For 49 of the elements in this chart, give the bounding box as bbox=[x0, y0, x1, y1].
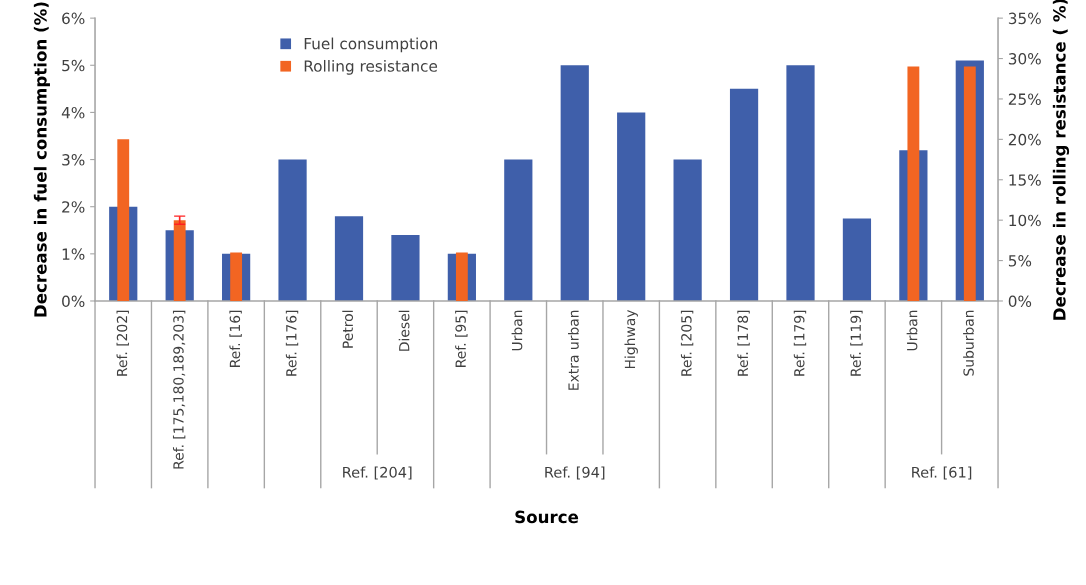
text: Ref. [94] bbox=[545, 466, 605, 480]
y2-tick-label: 10% bbox=[1009, 214, 1041, 227]
legend-label: Fuel consumption bbox=[304, 37, 438, 53]
text: Ref. [204] bbox=[343, 466, 412, 480]
legend-label: Rolling resistance bbox=[304, 59, 438, 75]
y2-tick-label: 20% bbox=[1008, 133, 1041, 146]
y2-axis-title: Decrease in rolling resistance ( %) bbox=[1052, 0, 1070, 320]
y-tick-label: 1% bbox=[62, 248, 85, 260]
y2-tick-label: 5% bbox=[1008, 255, 1032, 267]
y-tick-label: 5% bbox=[62, 59, 85, 72]
text: Ref. [61] bbox=[912, 466, 972, 480]
y-tick-label: 4% bbox=[61, 106, 85, 119]
x-tick-label: Highway bbox=[624, 309, 638, 369]
y2-tick-label: 0% bbox=[1008, 295, 1032, 307]
x-tick-label: Ref. [205] bbox=[680, 310, 694, 376]
x-axis-title: Source bbox=[515, 510, 579, 524]
x-tick-label: Urban bbox=[511, 310, 523, 351]
y-tick-label: 2% bbox=[62, 201, 85, 213]
x-tick-label: Ref. [16] bbox=[229, 310, 242, 367]
bar bbox=[391, 234, 420, 301]
y-tick-label: 0% bbox=[62, 295, 85, 307]
y-tick-label: 6% bbox=[62, 12, 85, 25]
x-tick-label: Ref. [175,180,189,203] bbox=[172, 310, 186, 469]
bar bbox=[278, 159, 307, 301]
x-tick-label: Ref. [202] bbox=[116, 310, 129, 376]
x-tick-label: Suburban bbox=[963, 310, 974, 376]
x-tick-label: Petrol bbox=[342, 310, 354, 348]
x-tick-label: Ref. [95] bbox=[455, 310, 468, 367]
bar bbox=[673, 159, 702, 301]
y2-tick-label: 25% bbox=[1008, 93, 1041, 105]
bar bbox=[842, 218, 872, 301]
y-tick-label: 3% bbox=[62, 154, 85, 166]
bar bbox=[786, 65, 815, 301]
bar bbox=[560, 65, 589, 301]
x-tick-label: Ref. [119] bbox=[850, 310, 863, 376]
bar bbox=[729, 88, 759, 301]
x-tick-label: Ref. [176] bbox=[285, 310, 299, 376]
x-tick-label: Diesel bbox=[398, 310, 410, 351]
x-tick-label: Ref. [179] bbox=[793, 310, 807, 376]
x-tick-label: Extra urban bbox=[568, 310, 579, 390]
bar bbox=[334, 216, 364, 301]
bar bbox=[617, 112, 646, 301]
bar bbox=[504, 159, 533, 301]
y2-tick-label: 35% bbox=[1008, 12, 1041, 25]
x-tick-label: Urban bbox=[906, 310, 918, 351]
y2-tick-label: 15% bbox=[1009, 174, 1041, 186]
y-axis-title: Decrease in fuel consumption (%) bbox=[33, 2, 50, 317]
x-tick-label: Ref. [178] bbox=[737, 310, 750, 376]
y2-tick-label: 30% bbox=[1008, 53, 1041, 65]
